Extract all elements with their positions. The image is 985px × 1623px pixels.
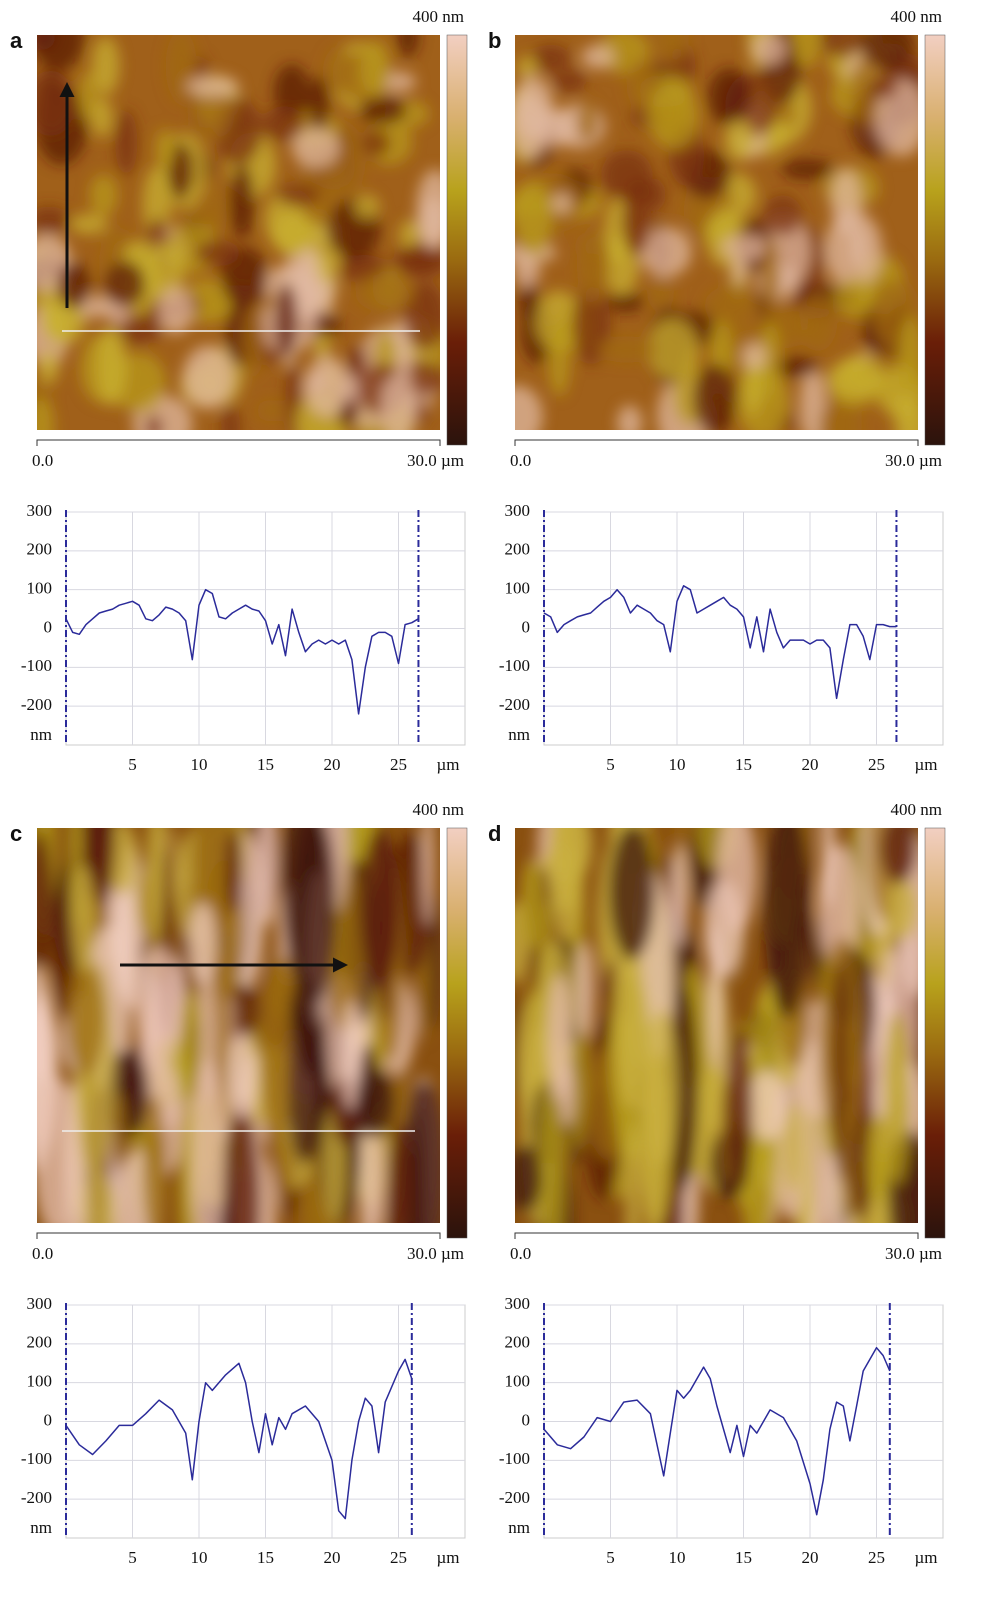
y-tick-label: 300	[505, 501, 531, 520]
x-tick-label: 10	[669, 1548, 686, 1567]
y-tick-label: 200	[27, 540, 53, 559]
x-tick-label: 10	[191, 1548, 208, 1567]
x-tick-label: 5	[606, 1548, 615, 1567]
scale-start: 0.0	[32, 1244, 53, 1263]
afm-image	[37, 35, 440, 430]
x-tick-label: 25	[390, 1548, 407, 1567]
y-tick-label: -200	[21, 1488, 52, 1507]
panel: b 400 nm 0.0 30.0 µm	[488, 7, 946, 470]
scale-bar	[36, 1232, 441, 1239]
y-axis-label: nm	[30, 725, 52, 744]
panel-letter: b	[488, 28, 501, 53]
colorbar-label: 400 nm	[413, 800, 464, 819]
x-tick-label: 15	[735, 1548, 752, 1567]
x-axis-label: µm	[436, 755, 459, 774]
y-tick-label: 200	[27, 1333, 53, 1352]
y-tick-label: 0	[44, 617, 53, 636]
scale-bar	[36, 439, 441, 446]
profile-curve	[65, 1358, 413, 1520]
y-axis-label: nm	[508, 725, 530, 744]
y-tick-label: 300	[505, 1294, 531, 1313]
colorbar	[924, 827, 946, 1239]
scale-end: 30.0 µm	[407, 451, 464, 470]
y-tick-label: 100	[505, 579, 531, 598]
line-chart: 300 200 100 0 -100 -200 5 10 15 20 25 nm µm	[499, 1294, 944, 1567]
x-tick-label: 15	[257, 1548, 274, 1567]
x-tick-label: 20	[324, 755, 341, 774]
x-tick-label: 25	[868, 1548, 885, 1567]
panel-letter: a	[10, 28, 23, 53]
x-tick-label: 15	[735, 755, 752, 774]
colorbar	[446, 34, 468, 446]
x-tick-label: 20	[802, 755, 819, 774]
y-tick-label: 0	[522, 1410, 531, 1429]
y-tick-label: -100	[21, 1449, 52, 1468]
x-tick-label: 5	[606, 755, 615, 774]
x-tick-label: 5	[128, 1548, 137, 1567]
colorbar-label: 400 nm	[891, 7, 942, 26]
y-tick-label: 100	[505, 1372, 531, 1391]
y-axis-label: nm	[508, 1518, 530, 1537]
afm-image	[515, 35, 918, 430]
afm-image	[515, 828, 918, 1223]
x-tick-label: 25	[868, 755, 885, 774]
profile-curve	[543, 585, 897, 700]
panel: c 400 nm 0.0 30.0 µm	[10, 800, 468, 1263]
y-tick-label: -100	[499, 656, 530, 675]
x-tick-label: 15	[257, 755, 274, 774]
panel: d 400 nm 0.0 30.0 µm	[488, 800, 946, 1263]
scale-bar	[514, 1232, 919, 1239]
y-tick-label: 300	[27, 1294, 53, 1313]
y-tick-label: 0	[522, 617, 531, 636]
colorbar-label: 400 nm	[891, 800, 942, 819]
x-axis-label: µm	[914, 1548, 937, 1567]
x-tick-label: 20	[324, 1548, 341, 1567]
y-tick-label: 100	[27, 1372, 53, 1391]
y-tick-label: -200	[499, 695, 530, 714]
afm-image	[37, 828, 440, 1223]
x-axis-label: µm	[436, 1548, 459, 1567]
scale-end: 30.0 µm	[885, 1244, 942, 1263]
profile-curve	[543, 1346, 891, 1516]
x-tick-label: 20	[802, 1548, 819, 1567]
panel-letter: c	[10, 821, 22, 846]
line-chart: 300 200 100 0 -100 -200 5 10 15 20 25 nm µm	[21, 501, 466, 774]
y-axis-label: nm	[30, 1518, 52, 1537]
x-tick-label: 5	[128, 755, 137, 774]
colorbar-label: 400 nm	[413, 7, 464, 26]
y-tick-label: -100	[499, 1449, 530, 1468]
panel-letter: d	[488, 821, 501, 846]
scale-start: 0.0	[32, 451, 53, 470]
y-tick-label: 200	[505, 1333, 531, 1352]
scale-end: 30.0 µm	[407, 1244, 464, 1263]
scale-start: 0.0	[510, 1244, 531, 1263]
y-tick-label: -100	[21, 656, 52, 675]
y-tick-label: -200	[499, 1488, 530, 1507]
y-tick-label: -200	[21, 695, 52, 714]
colorbar	[924, 34, 946, 446]
y-tick-label: 200	[505, 540, 531, 559]
colorbar	[446, 827, 468, 1239]
x-tick-label: 25	[390, 755, 407, 774]
y-tick-label: 0	[44, 1410, 53, 1429]
scale-end: 30.0 µm	[885, 451, 942, 470]
x-tick-label: 10	[191, 755, 208, 774]
line-chart: 300 200 100 0 -100 -200 5 10 15 20 25 nm µm	[21, 1294, 466, 1567]
panel: a 400 nm 0.0 30.0 µm	[10, 7, 468, 470]
y-tick-label: 300	[27, 501, 53, 520]
x-axis-label: µm	[914, 755, 937, 774]
y-tick-label: 100	[27, 579, 53, 598]
scale-bar	[514, 439, 919, 446]
x-tick-label: 10	[669, 755, 686, 774]
scale-start: 0.0	[510, 451, 531, 470]
line-chart: 300 200 100 0 -100 -200 5 10 15 20 25 nm µm	[499, 501, 944, 774]
profile-curve	[65, 588, 419, 715]
